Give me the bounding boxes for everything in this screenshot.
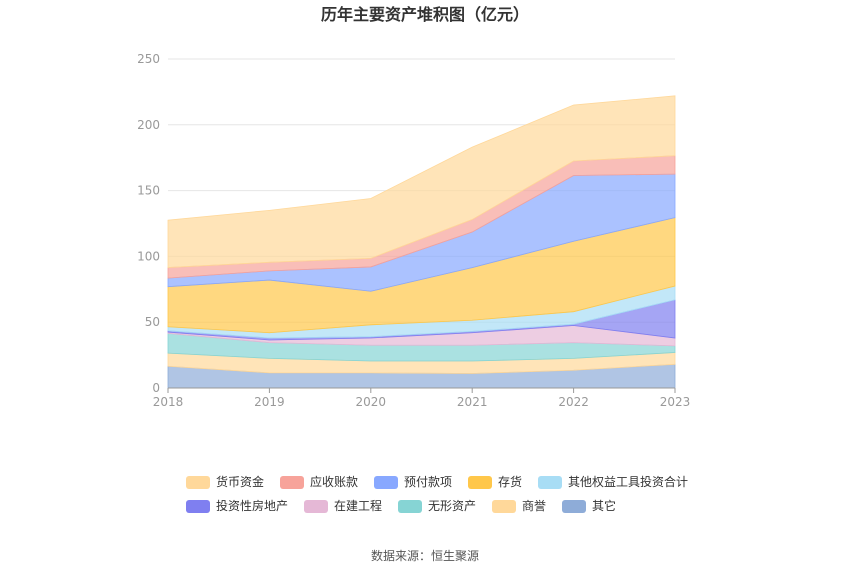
- legend-label: 投资性房地产: [216, 498, 288, 513]
- y-tick-label: 250: [137, 52, 160, 66]
- legend-label: 存货: [498, 474, 522, 489]
- legend-label: 无形资产: [428, 499, 476, 513]
- chart-title: 历年主要资产堆积图（亿元）: [321, 5, 529, 24]
- legend-item: 应收账款: [280, 474, 358, 489]
- legend-label: 货币资金: [216, 474, 264, 489]
- y-tick-label: 150: [137, 184, 160, 198]
- legend-swatch: [186, 476, 210, 489]
- legend-swatch: [492, 500, 516, 513]
- legend-label: 其它: [592, 498, 616, 513]
- legend-item: 存货: [468, 474, 522, 489]
- legend-swatch: [280, 476, 304, 489]
- plot-areas: [167, 95, 676, 389]
- legend-item: 在建工程: [304, 498, 382, 513]
- legend-swatch: [374, 476, 398, 489]
- y-tick-label: 100: [137, 249, 160, 263]
- legend-item: 投资性房地产: [186, 498, 288, 513]
- x-tick-label: 2020: [356, 395, 387, 409]
- area-series-9: [167, 95, 676, 269]
- data-source: 数据来源：恒生聚源: [371, 548, 479, 563]
- legend-item: 预付款项: [374, 475, 452, 489]
- x-tick-label: 2018: [153, 395, 184, 409]
- legend-swatch: [468, 476, 492, 489]
- axes: 0 50 100 150 200 250 2018 2019 2020 2021 2022 2023: [137, 52, 690, 409]
- x-tick-label: 2023: [660, 395, 691, 409]
- legend-item: 其他权益工具投资合计: [538, 474, 688, 489]
- x-tick-label: 2019: [254, 395, 285, 409]
- x-tick-label: 2021: [457, 395, 488, 409]
- legend-item: 无形资产: [398, 499, 476, 513]
- x-tick-label: 2022: [558, 395, 589, 409]
- legend-label: 预付款项: [404, 475, 452, 489]
- legend-label: 商誉: [522, 498, 546, 513]
- legend-item: 货币资金: [186, 474, 264, 489]
- legend-label: 其他权益工具投资合计: [568, 474, 688, 489]
- legend-swatch: [398, 500, 422, 513]
- legend-swatch: [562, 500, 586, 513]
- legend-swatch: [538, 476, 562, 489]
- legend-item: 其它: [562, 498, 616, 513]
- y-tick-label: 50: [145, 315, 160, 329]
- y-tick-label: 0: [152, 381, 160, 395]
- y-tick-label: 200: [137, 118, 160, 132]
- legend-item: 商誉: [492, 498, 546, 513]
- legend-label: 应收账款: [310, 474, 358, 489]
- legend-label: 在建工程: [334, 498, 382, 513]
- legend-swatch: [304, 500, 328, 513]
- legend-swatch: [186, 500, 210, 513]
